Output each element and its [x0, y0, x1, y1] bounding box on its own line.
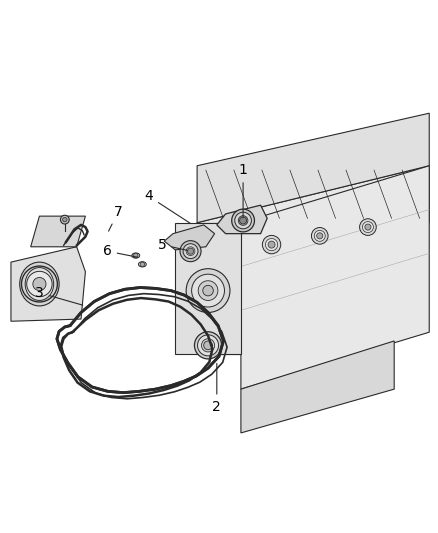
Circle shape [203, 285, 213, 296]
Text: 5: 5 [158, 238, 188, 252]
Ellipse shape [183, 244, 198, 259]
Ellipse shape [360, 219, 376, 236]
Circle shape [34, 278, 45, 290]
Circle shape [268, 241, 275, 248]
Circle shape [365, 224, 371, 230]
Ellipse shape [25, 268, 53, 301]
Ellipse shape [198, 281, 218, 301]
Text: 3: 3 [35, 286, 83, 305]
Circle shape [140, 262, 145, 266]
Ellipse shape [186, 269, 230, 312]
Polygon shape [164, 225, 215, 250]
Text: 7: 7 [109, 205, 123, 231]
Ellipse shape [235, 212, 251, 229]
Polygon shape [31, 216, 85, 247]
Circle shape [187, 248, 194, 254]
Ellipse shape [180, 241, 201, 262]
Polygon shape [197, 113, 429, 223]
Polygon shape [197, 166, 429, 275]
Circle shape [317, 233, 323, 239]
Ellipse shape [20, 262, 59, 306]
Polygon shape [217, 205, 267, 233]
Polygon shape [197, 223, 241, 354]
Polygon shape [241, 166, 429, 389]
Ellipse shape [362, 222, 373, 232]
Text: 2: 2 [212, 364, 221, 414]
Text: 4: 4 [145, 189, 191, 223]
Ellipse shape [198, 335, 219, 356]
Ellipse shape [186, 247, 195, 255]
Ellipse shape [31, 273, 48, 295]
Polygon shape [175, 223, 241, 354]
Circle shape [63, 217, 67, 222]
Ellipse shape [311, 228, 328, 244]
Ellipse shape [232, 209, 254, 232]
Ellipse shape [265, 238, 278, 251]
Circle shape [134, 253, 138, 258]
Ellipse shape [191, 274, 224, 307]
Ellipse shape [314, 230, 325, 241]
Polygon shape [241, 341, 394, 433]
Ellipse shape [27, 271, 52, 297]
Polygon shape [11, 247, 85, 321]
Ellipse shape [132, 253, 140, 258]
Ellipse shape [262, 236, 281, 254]
Circle shape [240, 217, 247, 224]
Text: 6: 6 [103, 244, 138, 258]
Ellipse shape [201, 339, 215, 352]
Text: 1: 1 [239, 163, 247, 218]
Circle shape [204, 341, 212, 350]
Circle shape [33, 278, 46, 290]
Ellipse shape [238, 216, 248, 225]
Ellipse shape [138, 262, 146, 267]
Circle shape [60, 215, 69, 224]
Ellipse shape [194, 332, 222, 359]
